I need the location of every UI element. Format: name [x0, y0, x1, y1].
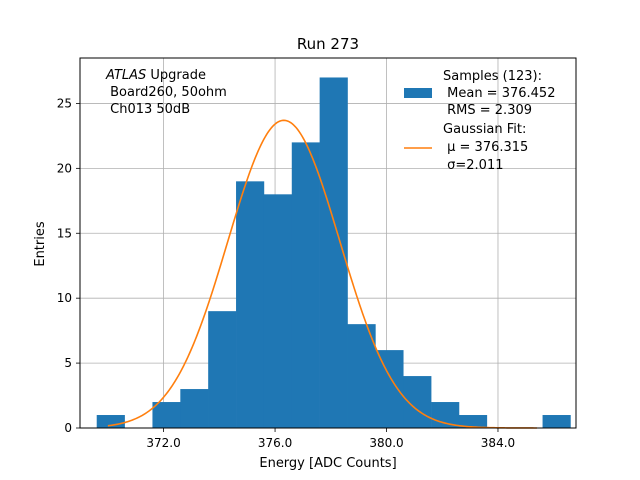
- histogram-bar: [291, 142, 320, 428]
- y-tick-label: 15: [57, 226, 72, 240]
- y-tick-label: 5: [64, 356, 72, 370]
- gaussian-fit-curve: [107, 119, 537, 429]
- histogram-bar: [458, 415, 488, 428]
- histogram-bar: [208, 311, 237, 428]
- axis-ticks: 372.0 376.0 380.0 384.0 0 5 10 15 20 25: [57, 96, 515, 450]
- legend-samples-line-3: RMS = 2.309: [443, 103, 532, 118]
- histogram-bar: [375, 350, 404, 428]
- y-axis-label: Entries: [33, 221, 48, 267]
- legend-fit-line-2: μ = 376.315: [443, 140, 528, 155]
- y-tick-label: 20: [57, 161, 72, 175]
- atlas-annotation: ATLAS Upgrade Board260, 50ohm Ch013 50dB: [105, 68, 227, 117]
- x-tick-label: 380.0: [369, 436, 403, 450]
- legend-samples-line-2: Mean = 376.452: [443, 86, 555, 101]
- histogram-bars: [96, 77, 571, 428]
- x-axis-label: Energy [ADC Counts]: [259, 456, 396, 471]
- y-tick-label: 10: [57, 291, 72, 305]
- annotation-atlas: ATLAS: [105, 68, 146, 83]
- y-tick-label: 0: [64, 421, 72, 435]
- histogram-bar: [347, 324, 376, 428]
- chart-title: Run 273: [297, 35, 359, 53]
- x-tick-label: 384.0: [481, 436, 515, 450]
- histogram-bar: [152, 402, 181, 428]
- histogram-bar: [180, 389, 209, 428]
- legend-fit-line-1: Gaussian Fit:: [443, 122, 526, 137]
- legend-samples-swatch: [404, 88, 432, 98]
- legend-samples-line-1: Samples (123):: [443, 69, 542, 84]
- annotation-line-3: Ch013 50dB: [106, 102, 190, 117]
- x-tick-label: 376.0: [258, 436, 292, 450]
- annotation-line-2: Board260, 50ohm: [106, 85, 227, 100]
- histogram-bar: [542, 415, 571, 428]
- histogram-bar: [263, 194, 293, 428]
- plot-frame: [79, 57, 577, 429]
- x-tick-label: 372.0: [146, 436, 180, 450]
- legend-fit-line-3: σ=2.011: [443, 158, 503, 173]
- legend: Samples (123): Mean = 376.452 RMS = 2.30…: [404, 69, 555, 173]
- annotation-line-1: ATLAS Upgrade: [105, 68, 206, 83]
- histogram-bar: [431, 402, 460, 428]
- fit-line: [107, 119, 537, 429]
- y-tick-label: 25: [57, 96, 72, 110]
- histogram-bar: [236, 181, 265, 428]
